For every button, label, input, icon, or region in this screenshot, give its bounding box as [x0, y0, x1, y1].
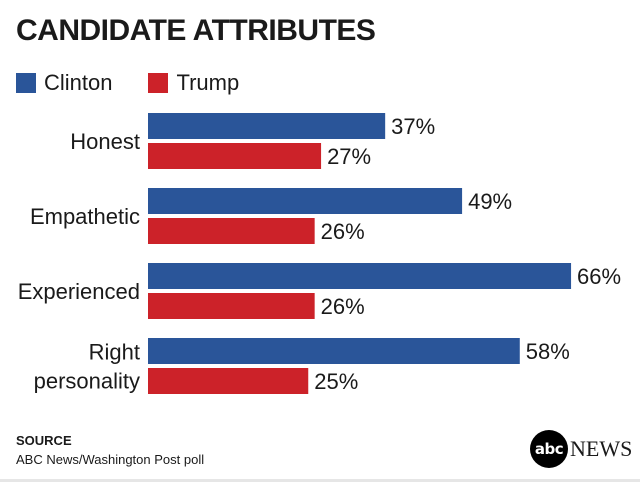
- data-label-trump: 25%: [314, 369, 358, 394]
- bar-clinton: [148, 113, 386, 139]
- chart-title: CANDIDATE ATTRIBUTES: [16, 14, 376, 47]
- bar-clinton: [148, 263, 572, 289]
- source-label: SOURCE: [16, 433, 72, 448]
- data-label-trump: 27%: [327, 144, 371, 169]
- bar-trump: [148, 293, 315, 319]
- category-label: Right: [89, 340, 140, 365]
- legend-swatch-trump: [148, 73, 169, 93]
- bar-trump: [148, 218, 315, 244]
- category-label: Experienced: [18, 279, 140, 304]
- legend-swatch-clinton: [16, 73, 36, 93]
- bar-trump: [148, 143, 322, 169]
- legend-label-trump: Trump: [176, 70, 240, 95]
- category-label: Honest: [70, 129, 140, 154]
- abc-news-logo: abc NEWS: [530, 430, 632, 468]
- legend-item-clinton: Clinton: [16, 70, 112, 96]
- data-label-clinton: 58%: [526, 339, 570, 364]
- data-label-trump: 26%: [321, 219, 365, 244]
- legend-label-clinton: Clinton: [44, 70, 113, 95]
- data-label-trump: 26%: [321, 294, 365, 319]
- legend-item-trump: Trump: [148, 70, 239, 96]
- bar-chart: Honest 37% 27% Empathetic 49% 26% Experienced 6…: [18, 113, 621, 394]
- category-label: Empathetic: [30, 204, 140, 229]
- data-label-clinton: 37%: [391, 114, 435, 139]
- abc-logo-news: NEWS: [570, 436, 633, 461]
- data-label-clinton: 66%: [577, 264, 621, 289]
- category-label: personality: [34, 369, 140, 394]
- abc-logo-mark: abc: [530, 430, 568, 468]
- source-text: ABC News/Washington Post poll: [16, 452, 205, 467]
- data-label-clinton: 49%: [468, 189, 512, 214]
- bar-trump: [148, 368, 309, 394]
- bar-clinton: [148, 338, 520, 364]
- bar-clinton: [148, 188, 463, 214]
- bottom-divider: [0, 479, 640, 482]
- legend: Clinton Trump: [16, 70, 275, 96]
